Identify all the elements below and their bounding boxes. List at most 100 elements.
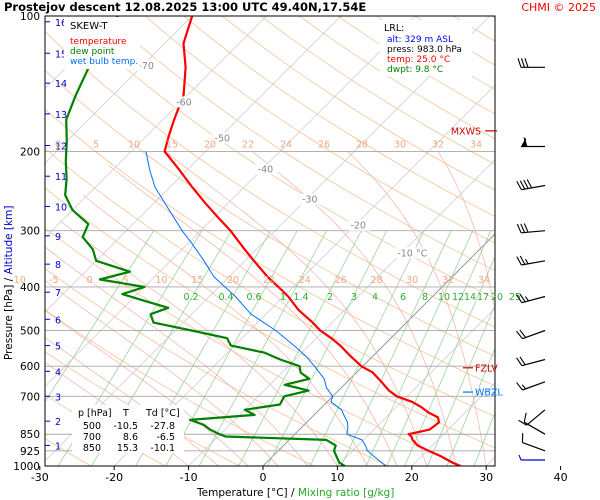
x-tick--20: -20 xyxy=(105,471,123,484)
pressure-tick-100: 100 xyxy=(20,11,40,23)
altitude-tick-6: 6 xyxy=(55,315,61,326)
pressure-tick-500: 500 xyxy=(20,326,40,338)
legend-temperature: temperature xyxy=(70,37,127,47)
wind-barb-staff xyxy=(526,409,546,426)
theta-label-200: 28 xyxy=(356,139,368,150)
mixing-ratio-label: 6 xyxy=(400,292,406,303)
theta-label-200: 0 xyxy=(55,139,61,150)
wind-barb-staff xyxy=(521,358,546,367)
wind-barb-staff xyxy=(521,184,546,191)
levels-table-bg xyxy=(72,405,184,453)
series-dew-point xyxy=(64,16,346,466)
mixing-ratio-line xyxy=(497,231,586,466)
wind-barb-staff xyxy=(522,442,546,452)
wind-barb-feather xyxy=(526,179,533,189)
isotherm-label-bg xyxy=(212,132,235,144)
levels-row-p: 500 xyxy=(83,421,101,432)
theta-label-400: 0 xyxy=(87,275,93,286)
wind-barb-feather xyxy=(519,255,526,265)
theta-label-200: 22 xyxy=(242,139,254,150)
isotherm-label-bg xyxy=(348,219,371,231)
theta-label-400: 22 xyxy=(263,275,275,286)
lrl-box xyxy=(380,20,472,76)
theta-label-400: -10 xyxy=(10,275,26,286)
wind-barb xyxy=(516,293,546,304)
wind-barb-feather xyxy=(519,180,526,190)
isotherm-label-bg xyxy=(255,163,278,175)
isotherm-label: -40 xyxy=(258,165,274,176)
altitude-tick-16: 16 xyxy=(55,18,67,29)
profile-series xyxy=(64,16,461,466)
wind-barb-feather xyxy=(519,293,526,303)
dry-adiabat xyxy=(491,16,495,19)
levels-row-td: -6.5 xyxy=(156,432,175,443)
lrl-temperature: temp: 25.0 °C xyxy=(387,55,450,65)
theta-label-200: 30 xyxy=(394,139,406,150)
isotherm xyxy=(113,84,495,466)
altitude-tick-9: 9 xyxy=(55,232,61,243)
x-axis-title-separator: / xyxy=(288,487,298,499)
levels-row-td: -27.8 xyxy=(150,421,175,432)
altitude-tick-3: 3 xyxy=(55,392,61,403)
isotherm xyxy=(45,16,193,164)
plot-area xyxy=(45,16,495,466)
pressure-tick-1000: 1000 xyxy=(13,461,40,473)
wind-barb-feather xyxy=(516,181,522,190)
wind-barb xyxy=(516,223,546,234)
isotherm-label: -10 °C xyxy=(397,248,427,259)
isotherm xyxy=(561,16,600,466)
theta-label-400: -5 xyxy=(49,275,58,286)
pressure-tick-400: 400 xyxy=(20,282,40,294)
wind-barb-feather xyxy=(518,419,527,426)
mixing-ratio-line xyxy=(386,230,492,466)
wind-barb-staff xyxy=(522,381,546,391)
dry-adiabat xyxy=(45,147,495,417)
wind-barb xyxy=(516,356,546,367)
theta-label-200: 32 xyxy=(432,139,444,150)
altitude-tick-14: 14 xyxy=(55,79,67,90)
mixing-ratio-label: 1.4 xyxy=(293,292,308,303)
altitude-tick-7: 7 xyxy=(55,288,61,299)
x-axis-title: Temperature [°C] / Mixing ratio [g/kg] xyxy=(196,487,394,499)
series-temperature xyxy=(163,16,461,466)
wind-barb-staff xyxy=(521,260,546,266)
chmi-credit: CHMI © 2025 xyxy=(521,1,596,14)
wind-barb xyxy=(518,454,545,461)
levels-header-td: Td [°C] xyxy=(145,408,180,419)
pressure-tick-600: 600 xyxy=(20,361,40,373)
wind-barb-feather xyxy=(524,58,529,68)
wind-barb-feather xyxy=(516,294,523,304)
wind-barb-staff xyxy=(521,295,546,304)
wind-barb-feather xyxy=(520,223,526,233)
mixing-ratio-label: 12 xyxy=(452,292,464,303)
isotherm xyxy=(188,159,495,466)
altitude-tick-15: 15 xyxy=(55,49,67,60)
mixing-ratio-label: 10 xyxy=(438,292,450,303)
y-axis-title-separator: / xyxy=(3,274,15,284)
isotherm-label: -50 xyxy=(215,133,231,144)
marker-fzlv: FZLV xyxy=(475,363,498,374)
altitude-tick-5: 5 xyxy=(55,342,61,353)
levels-row-t: -10.5 xyxy=(113,421,138,432)
wind-barb-feather xyxy=(516,357,523,367)
isotherm-label: -30 xyxy=(302,195,318,206)
mixing-ratio-label: 8 xyxy=(422,292,428,303)
theta-label-200: 20 xyxy=(204,139,216,150)
isotherm xyxy=(337,307,495,466)
altitude-tick-4: 4 xyxy=(55,367,61,378)
wind-barb-staff xyxy=(523,421,546,435)
wind-barb-feather xyxy=(523,412,527,423)
wind-barb xyxy=(518,409,546,426)
isotherm xyxy=(45,16,267,239)
mixing-ratio-label: 3 xyxy=(351,292,357,303)
isotherm xyxy=(411,382,495,466)
mixing-ratio-label: 0.2 xyxy=(183,292,198,303)
pressure-tick-300: 300 xyxy=(20,226,40,238)
mixing-ratio-line xyxy=(165,230,298,466)
levels-row-t: 8.6 xyxy=(123,432,138,443)
lrl-dewpoint: dwpt: 9.8 °C xyxy=(387,65,443,75)
isotherm-label-bg xyxy=(395,247,436,259)
theta-label-400: 28 xyxy=(370,275,382,286)
y-axis-title-altitude: Altitude [km] xyxy=(3,206,15,275)
wind-barb-half xyxy=(524,296,530,302)
